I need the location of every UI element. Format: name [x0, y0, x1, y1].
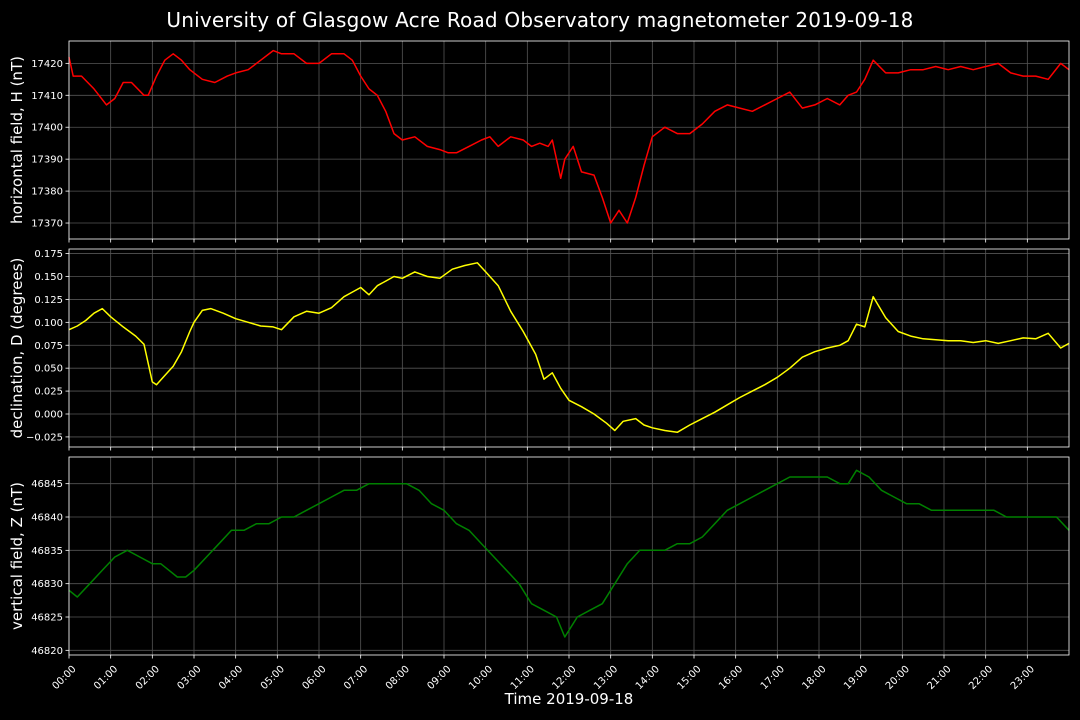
x-tick-label: 05:00 [259, 664, 287, 692]
y-tick-label: 0.175 [34, 249, 63, 260]
x-tick-label: 01:00 [92, 664, 120, 692]
y-axis-label: vertical field, Z (nT) [8, 482, 26, 630]
x-tick-label: 08:00 [384, 664, 412, 692]
y-tick-label: 17370 [31, 219, 63, 230]
x-tick-label: 10:00 [467, 664, 495, 692]
series-line [68, 262, 1070, 434]
y-tick-label: 17380 [31, 187, 63, 198]
x-axis-label: Time 2019-09-18 [504, 690, 634, 708]
x-tick-label: 06:00 [300, 664, 328, 692]
y-tick-label: 0.125 [34, 295, 63, 306]
y-axis-label: declination, D (degrees) [8, 258, 26, 439]
x-tick-label: 07:00 [342, 664, 370, 692]
y-tick-label: 46825 [31, 613, 63, 624]
axes-frame [68, 456, 1070, 656]
y-tick-label: 46830 [31, 579, 63, 590]
y-tick-label: 17410 [31, 91, 63, 102]
chart-title: University of Glasgow Acre Road Observat… [166, 8, 914, 32]
x-tick-label: 16:00 [717, 664, 745, 692]
y-tick-label: 17420 [31, 59, 63, 70]
y-tick-label: 46840 [31, 513, 63, 524]
x-tick-label: 18:00 [800, 664, 828, 692]
x-tick-label: 02:00 [134, 664, 162, 692]
y-tick-label: 17400 [31, 123, 63, 134]
series-line [68, 49, 1070, 224]
x-tick-label: 17:00 [759, 664, 787, 692]
y-tick-label: −0.025 [26, 432, 63, 443]
y-tick-label: 0.025 [34, 387, 63, 398]
x-tick-label: 04:00 [217, 664, 245, 692]
x-tick-label: 23:00 [1009, 664, 1037, 692]
y-tick-label: 0.150 [34, 272, 63, 283]
x-tick-label: 15:00 [675, 664, 703, 692]
y-tick-label: 46835 [31, 546, 63, 557]
axes-frame [68, 40, 1070, 240]
axes-frame [68, 248, 1070, 448]
x-tick-label: 21:00 [925, 664, 953, 692]
x-tick-label: 13:00 [592, 664, 620, 692]
y-tick-label: 0.075 [34, 341, 63, 352]
x-tick-label: 14:00 [634, 664, 662, 692]
x-tick-label: 19:00 [842, 664, 870, 692]
x-tick-label: 09:00 [425, 664, 453, 692]
y-tick-label: 0.100 [34, 318, 63, 329]
x-tick-label: 22:00 [967, 664, 995, 692]
y-tick-label: 46845 [31, 479, 63, 490]
y-tick-label: 46820 [31, 646, 63, 657]
x-tick-label: 11:00 [509, 664, 537, 692]
x-tick-label: 00:00 [50, 664, 78, 692]
x-tick-label: 12:00 [550, 664, 578, 692]
y-axis-label: horizontal field, H (nT) [8, 56, 26, 224]
y-tick-label: 0.050 [34, 364, 63, 375]
x-tick-label: 20:00 [884, 664, 912, 692]
series-line [68, 469, 1070, 638]
y-tick-label: 17390 [31, 155, 63, 166]
y-tick-label: 0.000 [34, 410, 63, 421]
x-tick-label: 03:00 [175, 664, 203, 692]
